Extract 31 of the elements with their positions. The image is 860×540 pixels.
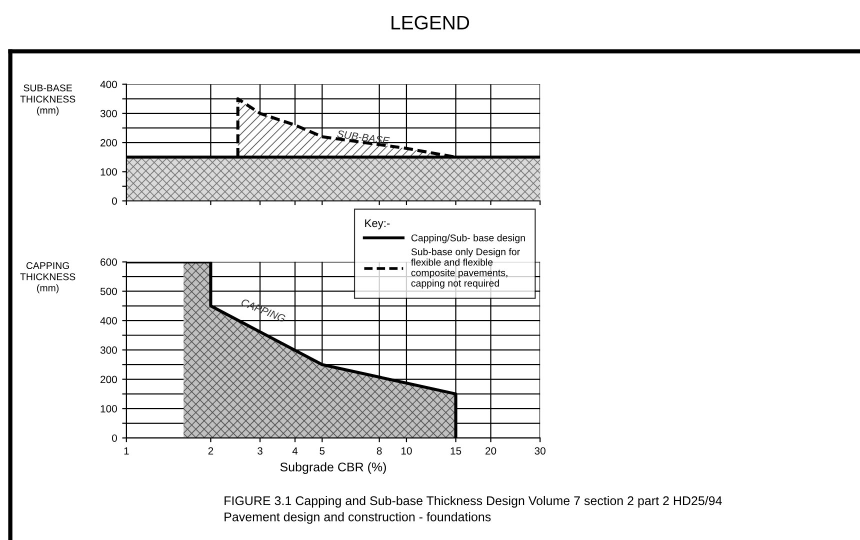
x-tick-label: 3 (258, 447, 262, 455)
x-tick-label: 5 (320, 447, 325, 455)
y-tick-label: 0 (112, 434, 117, 442)
y-tick-label: 200 (100, 139, 117, 146)
chart-title: LEGEND (392, 16, 470, 30)
legend-label: Capping/Sub- base design (411, 234, 525, 244)
y-tick-label: 500 (100, 288, 117, 296)
y-tick-label: 300 (100, 346, 117, 354)
annotation: SUB-BASE (336, 130, 390, 145)
y-tick-label: 0 (112, 197, 117, 205)
x-tick-label: 2 (208, 447, 214, 455)
legend-label: Sub-base only Design for flexible and flexible composite pavements, capping not required (411, 248, 520, 289)
legend-title: Key:- (365, 219, 390, 230)
y-tick-label: 600 (100, 258, 117, 266)
x-axis-title: Subgrade CBR (%) (280, 462, 386, 474)
x-tick-label: 4 (292, 447, 298, 455)
y-tick-label: 400 (100, 80, 117, 88)
x-tick-label: 1 (124, 447, 129, 455)
y-axis-title: SUB-BASE THICKNESS (mm) (20, 84, 76, 116)
y-tick-label: 200 (100, 376, 117, 384)
x-tick-label: 10 (401, 447, 412, 455)
x-tick-label: 20 (486, 447, 496, 455)
x-tick-label: 30 (534, 447, 546, 455)
y-tick-label: 100 (100, 405, 117, 412)
x-tick-label: 8 (376, 447, 382, 455)
caption: FIGURE 3.1 Capping and Sub-base Thickness Design Volume 7 section 2 part 2 HD25/94 Pavement design and construction - foundations (224, 496, 722, 524)
y-tick-label: 300 (100, 110, 117, 118)
y-tick-label: 100 (100, 168, 117, 176)
y-axis-title: CAPPING THICKNESS (mm) (20, 262, 76, 294)
y-tick-label: 400 (100, 317, 117, 324)
x-tick-label: 15 (450, 447, 462, 455)
